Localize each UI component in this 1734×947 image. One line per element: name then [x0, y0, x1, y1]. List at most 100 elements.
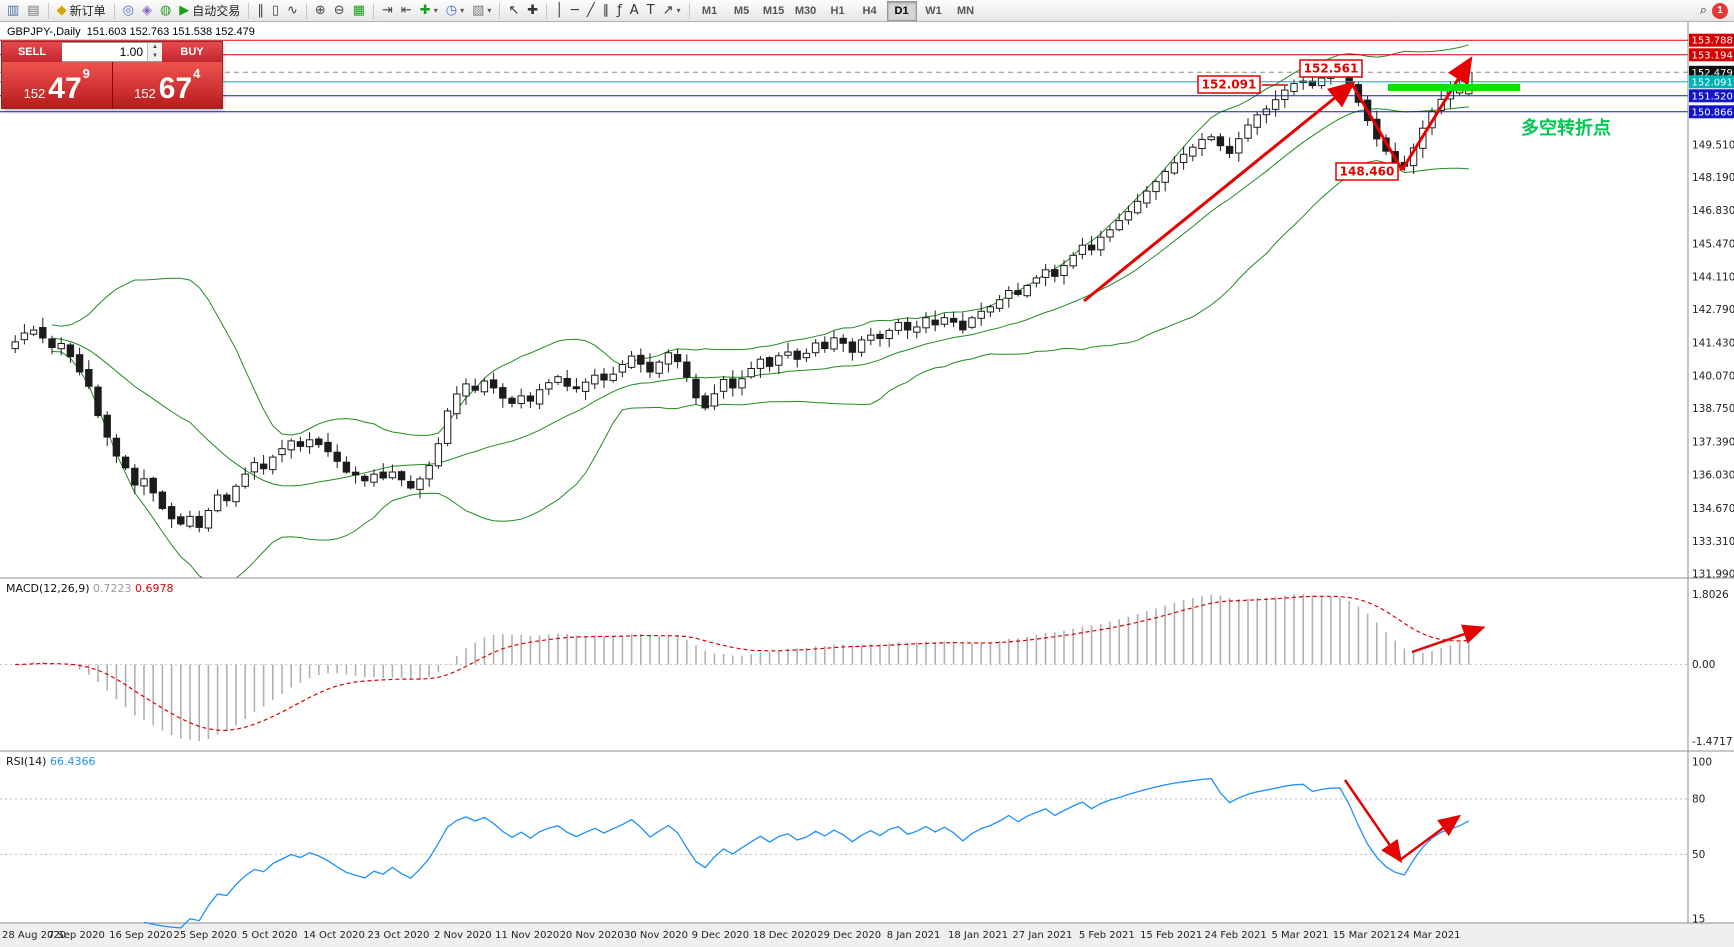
ask-big-digits: 67 [158, 72, 193, 105]
svg-text:5 Feb 2021: 5 Feb 2021 [1079, 930, 1135, 941]
bid-prefix: 152 [23, 86, 46, 101]
arrows-icon: ↗ [662, 2, 674, 18]
volume-stepper[interactable]: 1.00 ▲ ▼ [62, 42, 162, 62]
price-tag [1689, 105, 1734, 119]
price-tag [1689, 33, 1734, 47]
expert-advisors-icon: ◎ [122, 2, 134, 18]
candlestick-series [11, 65, 1473, 533]
autotrading-button[interactable]: ▶ 自动交易 [176, 1, 243, 21]
price-level-lines[interactable] [0, 39, 1688, 113]
annotations[interactable]: 152.091 152.561 148.460 多空转折点 [1083, 56, 1611, 864]
sell-button[interactable]: SELL [2, 42, 62, 62]
ask-pipette: 4 [193, 66, 201, 81]
price-tag [1689, 89, 1734, 103]
trend-arrow[interactable] [1400, 56, 1473, 171]
trend-arrow[interactable] [1083, 81, 1356, 303]
svg-text:14 Oct 2020: 14 Oct 2020 [303, 930, 365, 941]
text-label-button[interactable]: T [644, 1, 658, 21]
macd-arrow[interactable] [1411, 624, 1486, 654]
svg-text:137.390: 137.390 [1692, 436, 1734, 448]
fibonacci-icon: ƒ [617, 2, 622, 18]
svg-text:20 Nov 2020: 20 Nov 2020 [560, 930, 624, 941]
text-button[interactable]: A [627, 1, 642, 21]
svg-text:138.750: 138.750 [1692, 403, 1734, 415]
chart-shift-button[interactable]: ⇤ [398, 1, 415, 21]
timeframe-m1-button[interactable]: M1 [701, 4, 718, 17]
svg-text:5 Mar 2021: 5 Mar 2021 [1271, 930, 1328, 941]
price-callout-box[interactable] [1335, 162, 1399, 181]
timeframe-mn-button[interactable]: MN [956, 4, 975, 17]
periods-button[interactable]: ◷ ▾ [443, 1, 467, 21]
fibonacci-button[interactable]: ƒ [614, 1, 625, 21]
line-chart-button[interactable]: ∿ [284, 1, 301, 21]
svg-text:142.790: 142.790 [1692, 304, 1734, 316]
svg-text:50: 50 [1692, 849, 1705, 861]
svg-text:9 Dec 2020: 9 Dec 2020 [692, 930, 750, 941]
vertical-line-button[interactable]: │ [552, 1, 566, 21]
text-icon: A [629, 2, 639, 18]
horizontal-line-button[interactable]: ─ [568, 1, 582, 21]
tile-windows-button[interactable]: ▦ [350, 1, 368, 21]
svg-text:30 Nov 2020: 30 Nov 2020 [624, 930, 688, 941]
zoom-in-button[interactable]: ⊕ [312, 1, 329, 21]
svg-text:1.8026: 1.8026 [1692, 589, 1729, 601]
toolbar-separator [47, 2, 49, 19]
time-axis-background [0, 923, 1734, 947]
timeframe-w1-button[interactable]: W1 [925, 4, 942, 17]
price-callout-box[interactable] [1197, 75, 1261, 94]
one-click-trade-panel: SELL 1.00 ▲ ▼ BUY 152 47 9 152 67 4 [2, 42, 222, 108]
price-axis[interactable]: 149.510 148.190 146.830 145.470 144.110 142.7… [1687, 22, 1734, 923]
svg-text:153.194: 153.194 [1692, 50, 1733, 61]
macd-panel: MACD(12,26,9) 0.7223 0.6978 1.8026 0.00 -1.… [0, 582, 1733, 748]
volume-increase-button[interactable]: ▲ [148, 43, 162, 52]
buy-button[interactable]: BUY [162, 42, 222, 62]
timeframe-m5-button[interactable]: M5 [733, 4, 750, 17]
svg-text:18 Dec 2020: 18 Dec 2020 [753, 930, 817, 941]
bid-big-digits: 47 [48, 72, 82, 105]
cursor-button[interactable]: ↖ [505, 1, 522, 21]
trend-line-button[interactable]: ╱ [584, 1, 598, 21]
crosshair-button[interactable]: ✚ [524, 1, 541, 21]
zoom-out-button[interactable]: ⊖ [331, 1, 348, 21]
chart-window-icon: ▥ [7, 2, 20, 18]
trend-line-icon: ╱ [586, 2, 595, 18]
scripts-button[interactable]: ◈ [139, 1, 155, 21]
candlestick-chart-icon: ▯ [271, 2, 279, 18]
svg-text:5 Oct 2020: 5 Oct 2020 [242, 930, 297, 941]
templates-button[interactable]: ▧ ▾ [469, 1, 494, 21]
svg-text:15 Mar 2021: 15 Mar 2021 [1333, 930, 1396, 941]
periods-icon: ◷ [445, 2, 458, 18]
profiles-button[interactable]: ▤ [24, 1, 42, 21]
svg-text:150.866: 150.866 [1692, 107, 1733, 118]
new-order-button[interactable]: ◆ 新订单 [54, 1, 109, 21]
auto-scroll-button[interactable]: ⇥ [379, 1, 396, 21]
timeframe-h4-button[interactable]: H4 [862, 4, 877, 17]
rsi-arrow[interactable] [1343, 779, 1403, 864]
expert-advisors-button[interactable]: ◎ [120, 1, 137, 21]
indicators-button[interactable]: ✚ ▾ [417, 1, 441, 21]
price-callout-box[interactable] [1299, 59, 1363, 78]
timeframe-m30-button[interactable]: M30 [794, 4, 817, 17]
equidistant-channel-button[interactable]: ∥ [600, 1, 613, 21]
news-button[interactable]: ◍ [157, 1, 174, 21]
timeframe-m15-button[interactable]: M15 [762, 4, 785, 17]
volume-decrease-button[interactable]: ▼ [148, 52, 162, 61]
timeframe-d1-button[interactable]: D1 [886, 0, 917, 21]
chart-background [0, 22, 1734, 947]
chart-window-button[interactable]: ▥ [4, 1, 22, 21]
trend-arrow[interactable] [1350, 83, 1404, 171]
turning-point-label[interactable]: 多空转折点 [1521, 117, 1611, 139]
bar-chart-button[interactable]: ‖ [254, 1, 267, 21]
ask-price-button[interactable]: 152 67 4 [111, 62, 222, 108]
candlestick-chart-button[interactable]: ▯ [269, 1, 282, 21]
rsi-arrow[interactable] [1399, 814, 1462, 862]
support-zone-bar[interactable] [1388, 84, 1520, 91]
svg-text:29 Dec 2020: 29 Dec 2020 [817, 930, 881, 941]
timeframe-h1-button[interactable]: H1 [830, 4, 845, 17]
arrows-button[interactable]: ↗ ▾ [660, 1, 684, 21]
bid-price-button[interactable]: 152 47 9 [2, 62, 112, 108]
chart-canvas[interactable]: MACD(12,26,9) 0.7223 0.6978 1.8026 0.00 -1.… [0, 22, 1734, 947]
search-button[interactable]: ⌕ [1697, 1, 1710, 21]
notification-badge[interactable]: 1 [1712, 2, 1728, 19]
